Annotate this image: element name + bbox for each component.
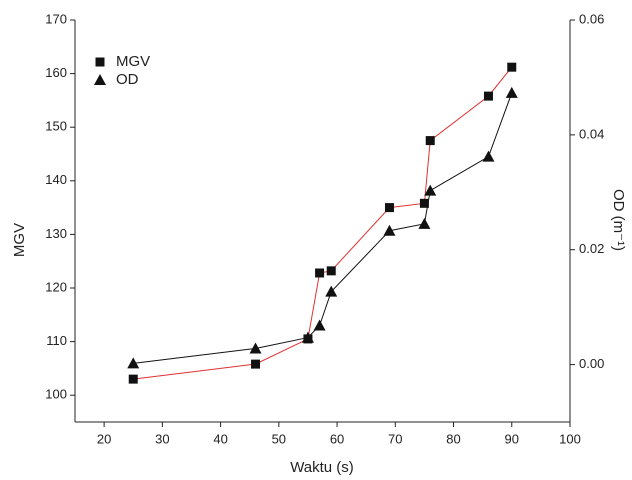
y2-axis-title: OD (m⁻¹) — [610, 189, 627, 251]
x-tick-label: 30 — [155, 431, 169, 446]
series-line — [133, 92, 513, 364]
x-tick-label: 90 — [505, 431, 519, 446]
x-tick-label: 50 — [272, 431, 286, 446]
square-marker — [128, 374, 138, 384]
triangle-marker — [505, 86, 518, 98]
triangle-marker — [249, 342, 262, 354]
y2-tick-label: 0.02 — [579, 241, 604, 256]
triangle-marker — [482, 150, 495, 162]
triangle-marker — [94, 74, 106, 85]
x-axis-title: Waktu (s) — [290, 459, 354, 476]
x-tick-label: 20 — [97, 431, 111, 446]
x-tick-label: 70 — [388, 431, 402, 446]
y-tick-label: 170 — [45, 11, 67, 26]
y-tick-label: 160 — [45, 65, 67, 80]
y-axis-title: MGV — [11, 223, 28, 257]
x-tick-label: 80 — [446, 431, 460, 446]
series-line — [133, 66, 513, 380]
y-tick-label: 120 — [45, 279, 67, 294]
y-tick-label: 100 — [45, 387, 67, 402]
triangle-marker — [325, 285, 338, 297]
legend-label: MGV — [116, 53, 150, 70]
square-marker — [251, 359, 261, 369]
x-tick-label: 60 — [330, 431, 344, 446]
y-tick-label: 140 — [45, 172, 67, 187]
y-tick-label: 110 — [46, 333, 67, 348]
y-tick-label: 130 — [45, 226, 67, 241]
x-tick-label: 40 — [213, 431, 227, 446]
square-marker — [384, 203, 394, 213]
y2-tick-label: 0.00 — [579, 356, 604, 371]
square-marker — [507, 62, 517, 72]
square-marker — [326, 266, 336, 276]
y2-tick-label: 0.06 — [579, 11, 604, 26]
triangle-marker — [383, 224, 396, 236]
legend-label: OD — [116, 71, 139, 88]
triangle-marker — [418, 217, 431, 229]
square-marker — [483, 91, 493, 101]
square-marker — [315, 268, 325, 278]
triangle-marker — [313, 319, 326, 331]
triangle-marker — [127, 357, 140, 369]
square-marker — [95, 57, 105, 67]
x-tick-label: 100 — [559, 431, 581, 446]
y2-tick-label: 0.04 — [579, 126, 604, 141]
y-tick-label: 150 — [45, 119, 67, 134]
triangle-marker — [301, 331, 314, 343]
square-marker — [419, 198, 429, 208]
square-marker — [425, 136, 435, 146]
triangle-marker — [424, 184, 437, 196]
